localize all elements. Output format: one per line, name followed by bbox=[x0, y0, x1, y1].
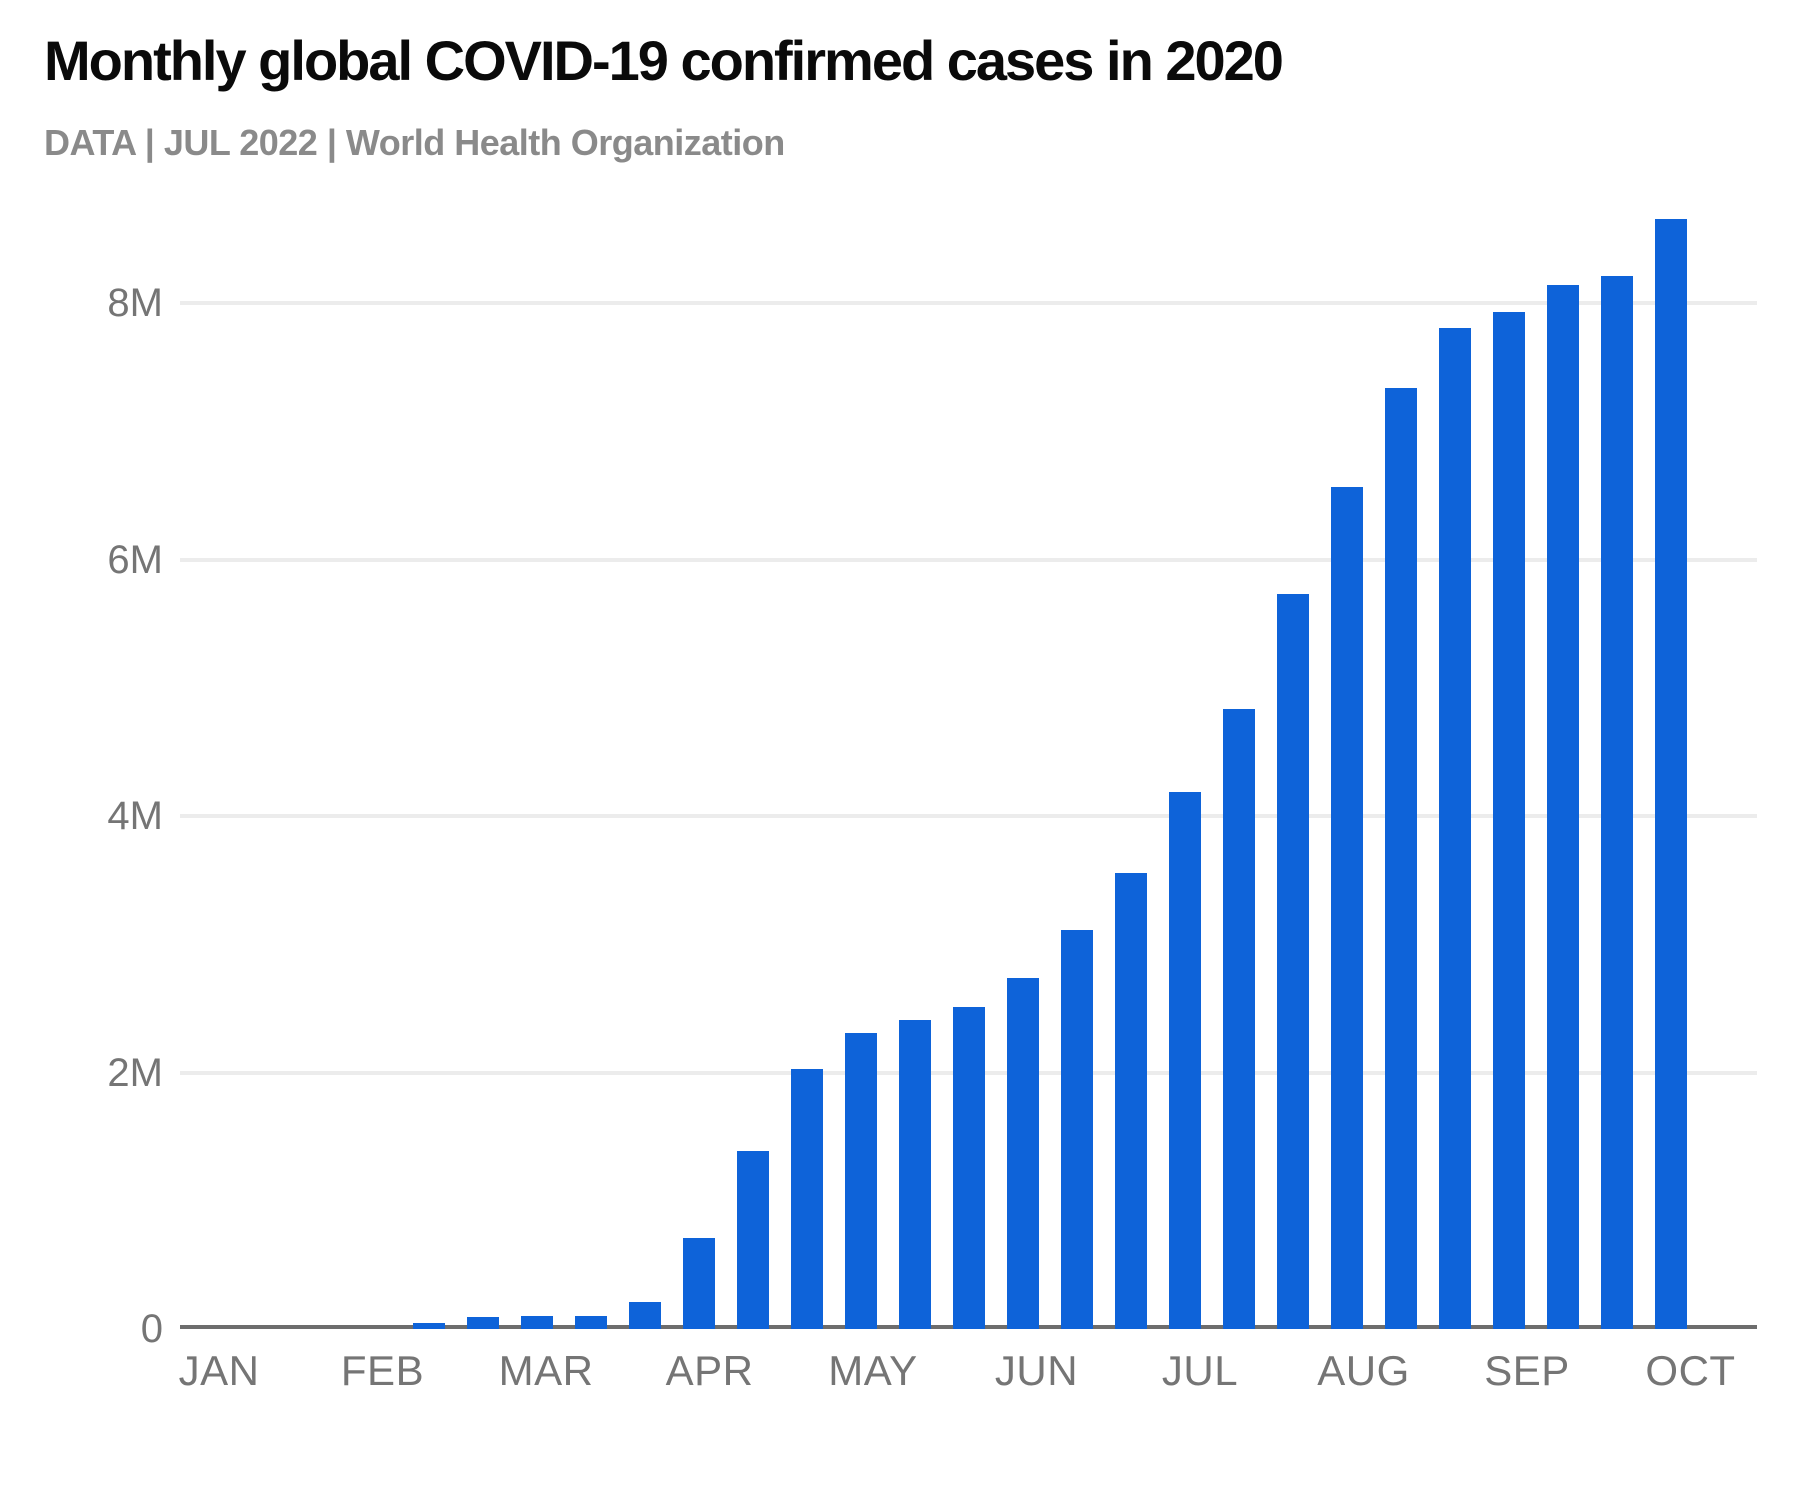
bar bbox=[521, 1316, 553, 1329]
bar bbox=[1169, 792, 1201, 1329]
bar bbox=[1331, 487, 1363, 1329]
bar bbox=[1547, 285, 1579, 1329]
bar bbox=[791, 1069, 823, 1329]
bar bbox=[1439, 328, 1471, 1329]
y-axis-label: 6M bbox=[107, 537, 163, 582]
bar bbox=[683, 1238, 715, 1329]
x-axis-label: MAY bbox=[828, 1347, 918, 1394]
bar bbox=[1601, 276, 1633, 1329]
x-axis-label: JUL bbox=[1161, 1347, 1239, 1394]
bar bbox=[953, 1007, 985, 1329]
x-axis-label: AUG bbox=[1317, 1347, 1410, 1394]
bar bbox=[1493, 312, 1525, 1329]
x-axis-label: JAN bbox=[178, 1347, 260, 1394]
bar bbox=[1385, 388, 1417, 1329]
gridline bbox=[180, 814, 1757, 819]
bar bbox=[1277, 594, 1309, 1329]
bar bbox=[629, 1302, 661, 1329]
x-axis-label: SEP bbox=[1484, 1347, 1570, 1394]
bar bbox=[1061, 930, 1093, 1329]
y-axis-label: 8M bbox=[107, 281, 163, 326]
x-axis-label: FEB bbox=[340, 1347, 425, 1394]
bar bbox=[845, 1033, 877, 1329]
bar bbox=[899, 1020, 931, 1329]
gridline bbox=[180, 301, 1757, 306]
bar bbox=[1655, 219, 1687, 1329]
x-axis-label: MAR bbox=[498, 1347, 594, 1394]
bar bbox=[1223, 709, 1255, 1329]
x-axis-label: OCT bbox=[1645, 1347, 1736, 1394]
bar bbox=[737, 1151, 769, 1329]
y-axis-label: 4M bbox=[107, 794, 163, 839]
chart-subtitle: DATA | JUL 2022 | World Health Organizat… bbox=[44, 122, 785, 163]
y-axis-label: 0 bbox=[140, 1307, 163, 1351]
bar bbox=[1007, 978, 1039, 1329]
bar bbox=[575, 1316, 607, 1329]
x-axis-label: APR bbox=[665, 1347, 754, 1394]
bar bbox=[413, 1323, 445, 1329]
bar bbox=[1115, 873, 1147, 1329]
x-axis-label: JUN bbox=[994, 1347, 1079, 1394]
bar bbox=[467, 1317, 499, 1329]
y-axis-label: 2M bbox=[107, 1050, 163, 1095]
gridline bbox=[180, 557, 1757, 562]
chart-title: Monthly global COVID-19 confirmed cases … bbox=[44, 29, 1284, 92]
